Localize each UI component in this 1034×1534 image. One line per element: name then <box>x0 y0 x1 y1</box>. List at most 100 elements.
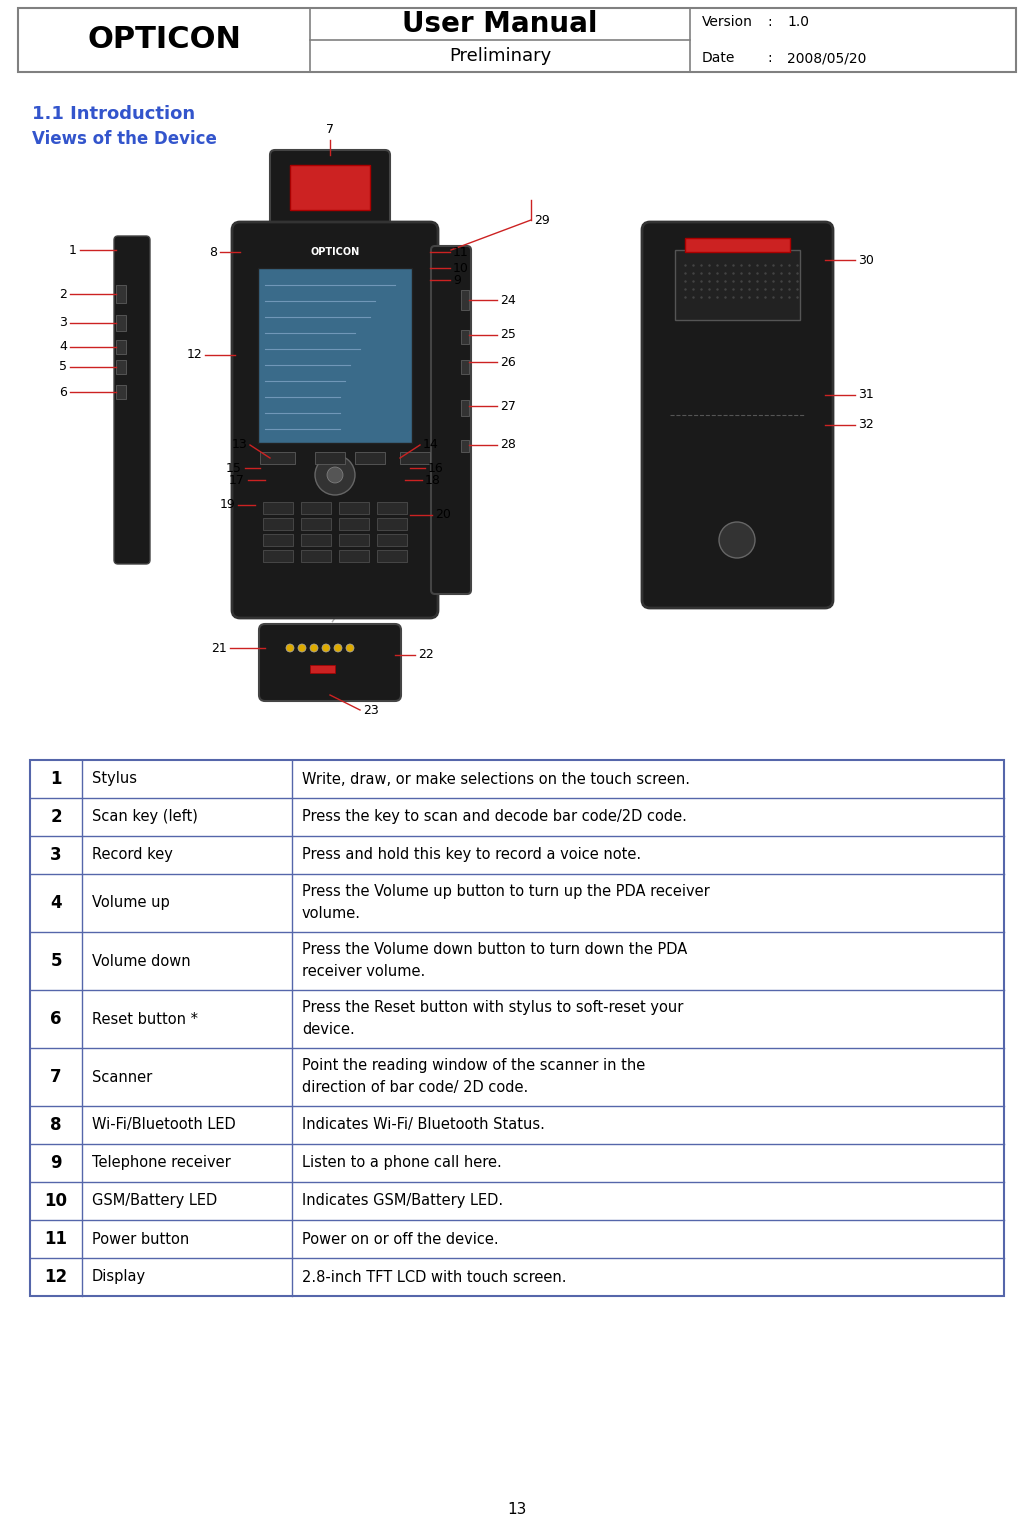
Text: Indicates GSM/Battery LED.: Indicates GSM/Battery LED. <box>302 1193 504 1209</box>
Bar <box>263 502 293 514</box>
Bar <box>685 238 790 252</box>
Text: 13: 13 <box>508 1502 526 1517</box>
Text: 16: 16 <box>428 462 444 474</box>
Text: 14: 14 <box>423 439 438 451</box>
Text: direction of bar code/ 2D code.: direction of bar code/ 2D code. <box>302 1080 528 1095</box>
Circle shape <box>719 522 755 558</box>
Text: 11: 11 <box>453 245 468 259</box>
FancyBboxPatch shape <box>232 222 438 618</box>
Text: :: : <box>767 15 771 29</box>
Text: 17: 17 <box>230 474 245 486</box>
Circle shape <box>286 644 294 652</box>
Text: 9: 9 <box>453 273 461 287</box>
Text: Wi-Fi/Bluetooth LED: Wi-Fi/Bluetooth LED <box>92 1117 236 1132</box>
Text: Indicates Wi-Fi/ Bluetooth Status.: Indicates Wi-Fi/ Bluetooth Status. <box>302 1117 545 1132</box>
Text: OPTICON: OPTICON <box>310 247 360 258</box>
Text: Views of the Device: Views of the Device <box>32 130 217 147</box>
Text: 15: 15 <box>226 462 242 474</box>
FancyBboxPatch shape <box>258 624 401 701</box>
Text: 19: 19 <box>219 499 235 511</box>
Text: Scanner: Scanner <box>92 1069 152 1085</box>
Text: Volume up: Volume up <box>92 896 170 911</box>
Text: 32: 32 <box>858 419 874 431</box>
Text: Press the Reset button with stylus to soft-reset your: Press the Reset button with stylus to so… <box>302 1000 683 1016</box>
Bar <box>301 551 331 561</box>
Text: 12: 12 <box>186 348 202 362</box>
Text: 18: 18 <box>425 474 440 486</box>
Text: 10: 10 <box>453 261 468 275</box>
Circle shape <box>298 644 306 652</box>
Text: volume.: volume. <box>302 907 361 920</box>
Text: 1: 1 <box>51 770 62 788</box>
Bar <box>461 360 469 374</box>
Bar <box>461 290 469 310</box>
Text: Press the Volume up button to turn up the PDA receiver: Press the Volume up button to turn up th… <box>302 884 709 899</box>
Text: :: : <box>767 51 771 64</box>
Text: 21: 21 <box>211 641 227 655</box>
Text: 6: 6 <box>51 1009 62 1028</box>
Text: Write, draw, or make selections on the touch screen.: Write, draw, or make selections on the t… <box>302 772 690 787</box>
Bar <box>290 166 370 210</box>
Circle shape <box>334 644 342 652</box>
Bar <box>263 518 293 531</box>
Text: Scan key (left): Scan key (left) <box>92 810 197 824</box>
Bar <box>377 551 407 561</box>
Text: 8: 8 <box>209 245 217 259</box>
Bar <box>675 250 800 321</box>
Text: 22: 22 <box>418 649 433 661</box>
Text: 4: 4 <box>51 894 62 913</box>
Bar <box>116 285 126 304</box>
Text: 8: 8 <box>51 1117 62 1134</box>
Text: Date: Date <box>702 51 735 64</box>
Text: 7: 7 <box>326 123 334 137</box>
Bar <box>301 534 331 546</box>
Text: GSM/Battery LED: GSM/Battery LED <box>92 1193 217 1209</box>
Text: OPTICON: OPTICON <box>87 26 241 55</box>
Text: 24: 24 <box>500 293 516 307</box>
Text: 20: 20 <box>435 508 451 522</box>
Text: Power button: Power button <box>92 1232 189 1247</box>
Text: 9: 9 <box>51 1154 62 1172</box>
Text: Power on or off the device.: Power on or off the device. <box>302 1232 498 1247</box>
Text: Version: Version <box>702 15 753 29</box>
Text: Display: Display <box>92 1270 146 1284</box>
Text: Telephone receiver: Telephone receiver <box>92 1155 231 1170</box>
Text: receiver volume.: receiver volume. <box>302 963 425 979</box>
Bar <box>116 341 126 354</box>
Bar <box>461 400 469 416</box>
Bar <box>339 534 369 546</box>
Circle shape <box>315 456 355 495</box>
Text: 12: 12 <box>44 1269 67 1285</box>
Bar <box>263 551 293 561</box>
Text: Record key: Record key <box>92 847 173 862</box>
Text: 30: 30 <box>858 253 874 267</box>
Text: Preliminary: Preliminary <box>449 48 551 64</box>
Text: 3: 3 <box>51 845 62 864</box>
Text: Press the key to scan and decode bar code/2D code.: Press the key to scan and decode bar cod… <box>302 810 687 824</box>
Bar <box>339 518 369 531</box>
Text: 2: 2 <box>59 287 67 301</box>
Text: 1.1 Introduction: 1.1 Introduction <box>32 104 195 123</box>
Text: 26: 26 <box>500 356 516 368</box>
Text: Stylus: Stylus <box>92 772 136 787</box>
Text: 1.0: 1.0 <box>787 15 809 29</box>
Bar <box>30 759 1004 1296</box>
Bar <box>355 453 385 463</box>
Circle shape <box>322 644 330 652</box>
Text: 29: 29 <box>534 213 550 227</box>
Bar <box>263 534 293 546</box>
Text: 5: 5 <box>51 953 62 969</box>
Bar <box>260 453 295 463</box>
Text: 6: 6 <box>59 385 67 399</box>
Circle shape <box>346 644 354 652</box>
FancyBboxPatch shape <box>114 236 150 565</box>
Bar <box>461 440 469 453</box>
Text: 3: 3 <box>59 316 67 330</box>
Text: 1: 1 <box>69 244 77 256</box>
Bar <box>339 551 369 561</box>
Text: 2008/05/20: 2008/05/20 <box>787 51 866 64</box>
Text: 27: 27 <box>500 399 516 413</box>
Text: 31: 31 <box>858 388 874 402</box>
Text: User Manual: User Manual <box>402 11 598 38</box>
Text: Reset button *: Reset button * <box>92 1011 197 1026</box>
